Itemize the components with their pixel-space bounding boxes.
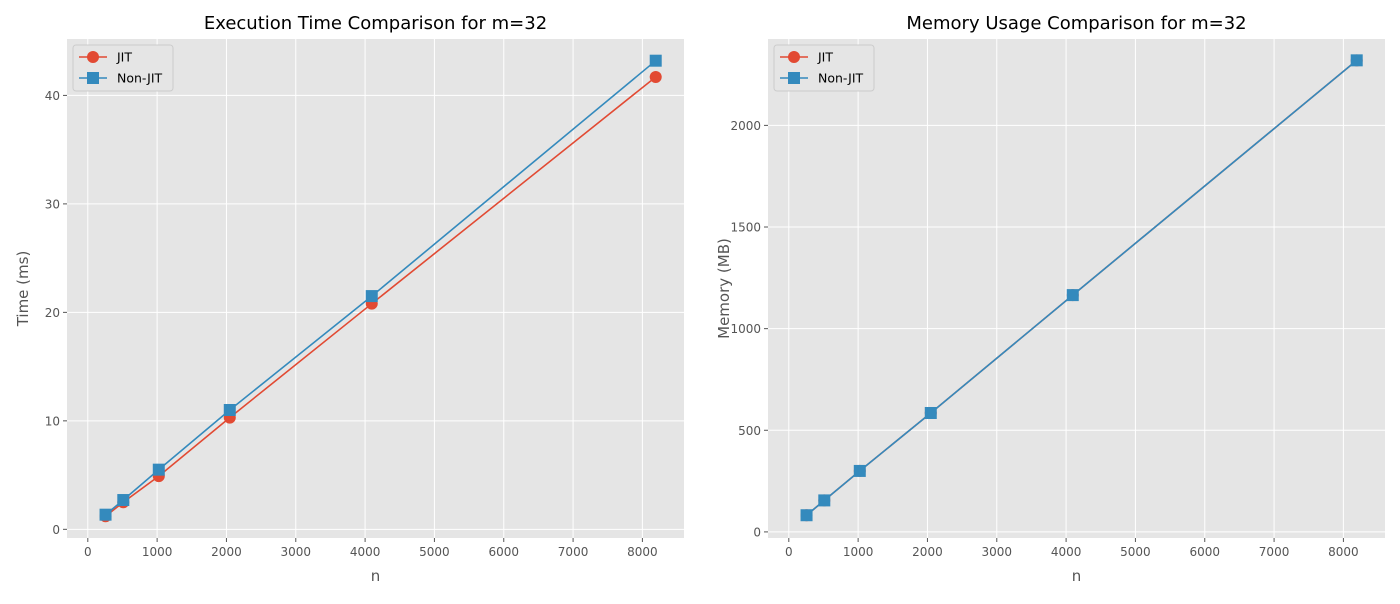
y-axis-label: Time (ms) <box>14 251 32 328</box>
legend: JIT Non-JIT <box>773 44 875 92</box>
x-tick-label: 7000 <box>558 545 589 559</box>
data-point-non-jit <box>1350 54 1363 67</box>
x-tick-label: 1000 <box>142 545 173 559</box>
data-point-non-jit <box>1066 289 1079 302</box>
execution-time-chart: 0 1000 2000 3000 4000 5000 6000 7000 8000 0 10 20 30… <box>14 13 684 585</box>
data-point-non-jit <box>152 463 165 476</box>
y-tick-label: 0 <box>52 523 60 537</box>
data-point-non-jit <box>853 464 866 477</box>
x-tick-label: 6000 <box>1189 545 1220 559</box>
legend-marker <box>788 72 800 84</box>
data-point-non-jit <box>223 403 236 416</box>
data-point-non-jit <box>99 508 112 521</box>
x-tick-label: 8000 <box>627 545 658 559</box>
memory-usage-chart: 0 1000 2000 3000 4000 5000 6000 7000 8000 0 500 100… <box>715 13 1385 585</box>
x-tick-label: 8000 <box>1328 545 1359 559</box>
data-point-non-jit <box>365 290 378 303</box>
legend-label: JIT <box>817 50 833 65</box>
data-point-non-jit <box>649 54 662 67</box>
x-tick-label: 0 <box>785 545 793 559</box>
y-tick-label: 500 <box>738 424 761 438</box>
y-tick-label: 20 <box>45 306 60 320</box>
y-tick-label: 10 <box>45 414 60 428</box>
y-tick-label: 0 <box>753 525 761 539</box>
x-tick-label: 0 <box>84 545 92 559</box>
legend-label: JIT <box>116 50 132 65</box>
x-tick-label: 4000 <box>350 545 381 559</box>
x-axis-label: n <box>371 567 381 585</box>
x-tick-label: 1000 <box>843 545 874 559</box>
data-point-non-jit <box>800 509 813 522</box>
data-point-jit <box>649 70 662 83</box>
y-tick-label: 2000 <box>730 119 761 133</box>
y-tick-label: 40 <box>45 89 60 103</box>
x-tick-label: 3000 <box>281 545 312 559</box>
chart-title: Memory Usage Comparison for m=32 <box>906 13 1246 34</box>
legend-marker <box>87 72 99 84</box>
x-tick-label: 2000 <box>912 545 943 559</box>
x-tick-label: 5000 <box>419 545 450 559</box>
x-tick-label: 2000 <box>211 545 242 559</box>
x-tick-label: 5000 <box>1120 545 1151 559</box>
y-axis-label: Memory (MB) <box>715 238 733 339</box>
y-tick-label: 30 <box>45 197 60 211</box>
legend-marker <box>788 51 800 63</box>
legend-label: Non-JIT <box>818 71 864 86</box>
x-axis-label: n <box>1072 567 1082 585</box>
data-point-non-jit <box>818 494 831 507</box>
y-tick-label: 1000 <box>730 322 761 336</box>
y-tick-label: 1500 <box>730 221 761 235</box>
legend-label: Non-JIT <box>117 71 163 86</box>
legend: JIT Non-JIT <box>72 44 174 92</box>
x-tick-label: 7000 <box>1259 545 1290 559</box>
x-tick-label: 6000 <box>488 545 519 559</box>
data-point-non-jit <box>117 494 130 507</box>
legend-marker <box>87 51 99 63</box>
chart-title: Execution Time Comparison for m=32 <box>204 13 547 34</box>
x-tick-label: 4000 <box>1051 545 1082 559</box>
x-tick-label: 3000 <box>982 545 1013 559</box>
data-point-non-jit <box>924 406 937 419</box>
